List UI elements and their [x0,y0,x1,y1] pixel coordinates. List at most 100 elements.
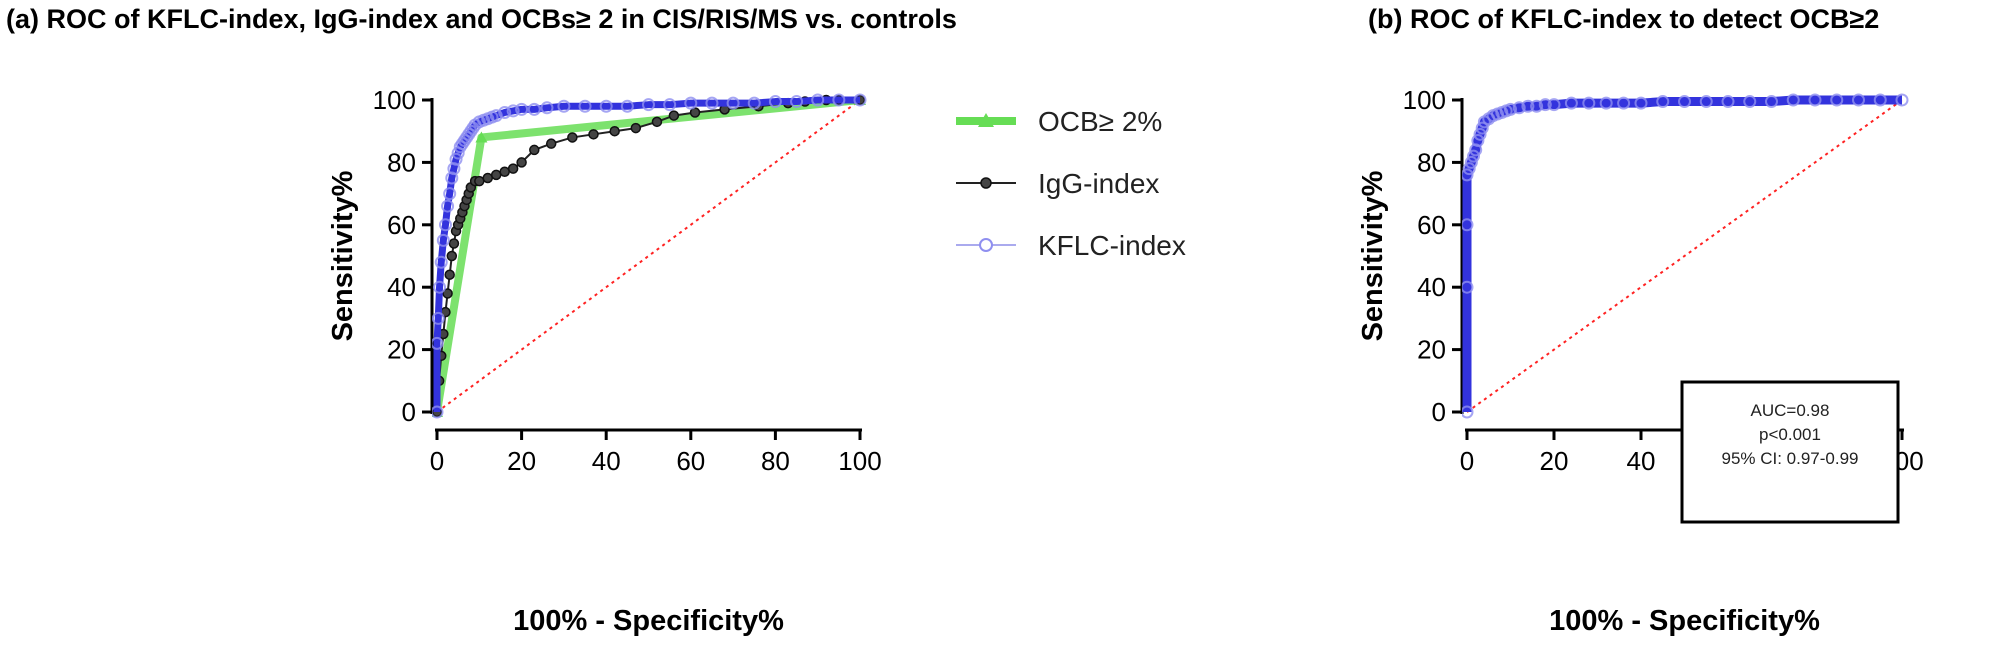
data-point-igg-index [545,138,557,149]
data-point-kflc-index [620,99,634,113]
data-point-kflc-index [540,101,554,115]
data-point-roc [1765,95,1778,109]
data-point-roc [1786,93,1800,107]
data-point-igg-index [499,166,510,178]
data-point-igg-index [474,175,485,187]
data-point-kflc-index [790,95,804,109]
data-point-roc [1895,93,1909,107]
data-point-kflc-index [853,93,867,107]
x-tick-label: 40 [592,446,621,476]
data-point-roc [1873,93,1887,107]
panel-a-chart: 0 20 40 60 80 100 0 20 40 60 80 100 100% - Specifici… [327,85,1186,637]
data-point-kflc-index [447,162,461,176]
legend-marker [980,177,992,189]
data-point-igg-index [651,116,663,128]
y-tick-label: 60 [387,210,416,240]
x-tick-label: 20 [507,446,536,476]
data-point-roc [1656,95,1670,109]
data-point-roc [1721,95,1735,109]
data-point-roc [1808,93,1822,107]
annotation-border [1680,380,1900,524]
data-point-kflc-index [498,105,512,119]
data-point-roc [1634,96,1648,110]
data-point-roc [1699,95,1713,109]
data-point-kflc-index [434,255,448,269]
data-point-kflc-index [489,109,503,123]
legend-label: IgG-index [1038,168,1159,199]
legend-label: OCB≥ 2% [1038,106,1162,137]
x-tick-label: 60 [676,446,705,476]
y-tick-label: 40 [1417,272,1446,302]
data-point-igg-index [507,163,519,174]
data-point-roc [1538,98,1552,112]
legend-item: IgG-index [956,168,1159,199]
data-point-igg-index [482,172,494,184]
data-point-kflc-index [436,233,450,247]
data-point-roc [1564,96,1578,110]
data-point-roc [1617,96,1631,110]
plot-area [1462,93,1909,419]
data-point-igg-index [668,110,680,121]
data-point-igg-index [588,129,599,140]
legend-marker [979,238,993,252]
data-point-ocb-2 [475,131,488,143]
y-tick-label: 60 [1417,210,1446,240]
x-tick-label: 0 [1460,446,1474,476]
data-point-roc [1462,405,1474,419]
data-point-kflc-index [663,98,677,112]
data-point-kflc-index [443,187,457,201]
data-point-roc [1471,134,1485,148]
data-point-kflc-index [599,99,613,113]
data-point-igg-index [446,250,458,262]
data-point-kflc-index [747,96,761,110]
data-point-roc [1462,218,1474,232]
y-tick-label: 20 [1417,335,1446,365]
data-point-igg-index [630,122,642,134]
data-point-roc [1462,168,1474,182]
data-point-kflc-index [832,93,846,107]
data-point-kflc-index [506,104,520,118]
data-point-igg-index [516,157,527,168]
data-point-roc [1852,93,1865,107]
data-point-kflc-index [578,99,592,113]
data-point-kflc-index [449,152,463,166]
x-tick-label: 0 [430,446,444,476]
y-tick-label: 100 [373,85,416,115]
x-tick-label: 20 [1540,446,1569,476]
data-point-roc [1504,102,1517,116]
x-tick-label: 80 [761,446,790,476]
plot-area [432,93,867,419]
x-axis-label: 100% - Specificity% [1549,605,1820,637]
series-line-reference-diagonal [436,99,861,413]
y-tick-label: 0 [402,397,416,427]
panel-b-title: (b) ROC of KFLC-index to detect OCB≥2 [1368,4,1880,34]
data-point-roc [1582,96,1596,110]
data-point-kflc-index [642,98,655,112]
annotation-text: p<0.001 [1759,425,1821,444]
data-point-igg-index [529,144,540,156]
y-tick-label: 100 [1403,85,1446,115]
data-point-roc [1599,96,1613,110]
data-point-roc [1547,98,1561,112]
data-point-kflc-index [433,280,447,294]
data-point-kflc-index [811,93,825,107]
annotation-text: AUC=0.98 [1751,401,1830,420]
data-point-kflc-index [726,96,740,110]
x-tick-label: 40 [1627,446,1656,476]
data-point-roc [1830,93,1844,107]
data-point-roc [1469,143,1483,157]
data-point-kflc-index [557,99,571,113]
legend-item: KFLC-index [956,230,1186,261]
annotation-text: 95% CI: 0.97-0.99 [1721,449,1858,468]
data-point-igg-index [609,125,620,137]
data-point-kflc-index [705,96,719,110]
data-point-roc [1743,95,1757,109]
legend-label: KFLC-index [1038,230,1186,261]
y-tick-label: 0 [1432,397,1446,427]
y-tick-label: 40 [387,272,416,302]
data-point-roc [1475,121,1489,135]
series-line-roc [1462,95,1902,412]
panel-a-title: (a) ROC of KFLC-index, IgG-index and OCB… [6,4,957,34]
